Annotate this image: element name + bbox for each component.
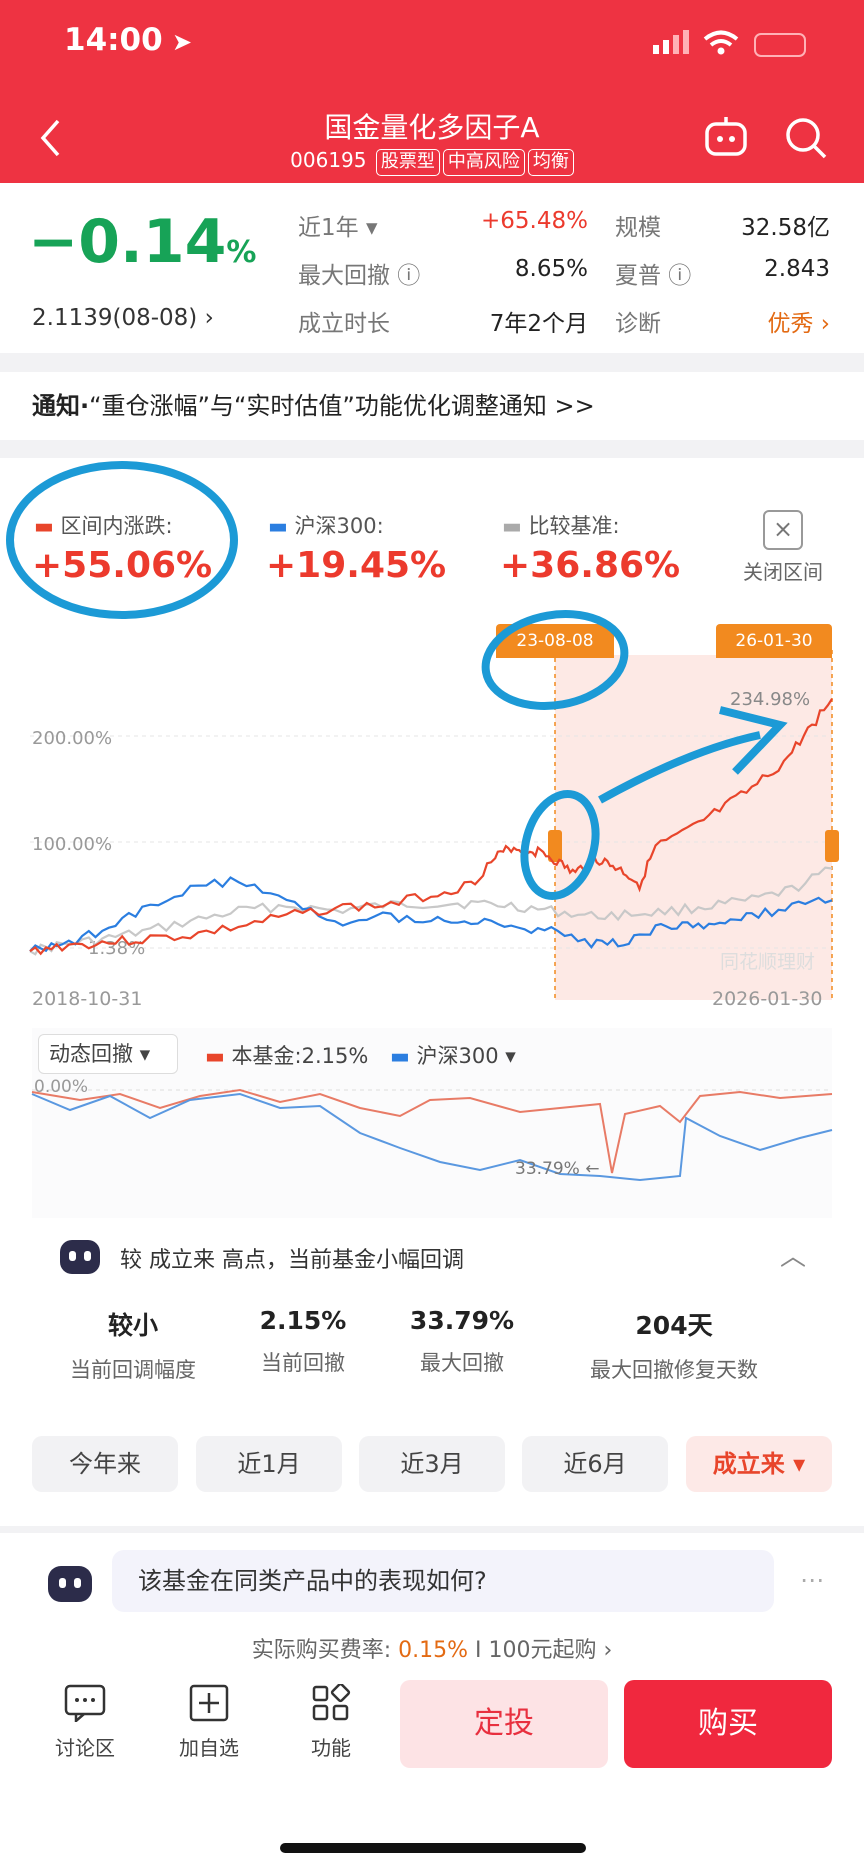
location-icon: ➤ [172, 28, 193, 56]
range-3m[interactable]: 近3月 [359, 1436, 505, 1492]
apps-icon [312, 1682, 351, 1721]
series-line-0 [29, 698, 833, 956]
drawdown-hs300-legend[interactable]: ▬ 沪深300 ▾ [390, 1044, 516, 1068]
sip-button[interactable]: 定投 [400, 1680, 608, 1768]
range-since-inception[interactable]: 成立来 ▾ [686, 1436, 832, 1492]
legend-bench-value: +36.86% [500, 545, 681, 586]
add-watchlist-button[interactable]: 加自选 [172, 1684, 246, 1761]
drawdown-fund-line [31, 1088, 833, 1174]
period-selector[interactable]: 近1年 ▾ [298, 215, 378, 241]
series-layer [29, 698, 833, 956]
performance-chart[interactable]: 200.00% 100.00% 1.38% 同花顺理财 234.98% [0, 620, 864, 1020]
scale-value: 32.58亿 [741, 215, 830, 241]
nav-value[interactable]: 2.1139(08-08) › [32, 305, 214, 331]
x-start-label: 2018-10-31 [32, 988, 143, 1010]
buy-button[interactable]: 购买 [624, 1680, 832, 1768]
annotation-circle-legend [6, 461, 238, 619]
annotation-marks [481, 610, 788, 900]
max-drawdown-label: 最大回撤 ⓘ [298, 263, 421, 289]
range-end-marker: 26-01-30 [716, 624, 832, 658]
daily-change: −0.14% [28, 207, 257, 277]
summary-panel: −0.14% 2.1139(08-08) › 近1年 ▾ +65.48% 规模 … [0, 183, 864, 353]
drawdown-chart[interactable]: 0.00% 33.79% ← [0, 1078, 864, 1208]
scale-label: 规模 [615, 215, 661, 241]
close-range-label: 关闭区间 [743, 560, 823, 584]
age-value: 7年2个月 [489, 311, 588, 337]
notice-text: “重仓涨幅”与“实时估值”功能优化调整通知 [89, 392, 547, 420]
home-indicator [280, 1843, 586, 1853]
robot-icon[interactable] [704, 116, 748, 158]
notice-bar[interactable]: 通知·“重仓涨幅”与“实时估值”功能优化调整通知 >> [0, 372, 864, 440]
notice-arrow: >> [554, 392, 595, 420]
ai-stats: 较小 当前回调幅度 2.15% 当前回撤 33.79% 最大回撤 204天 最大回撤修复… [40, 1306, 824, 1384]
tag-risk: 中高风险 [442, 149, 525, 176]
fund-title: 国金量化多因子A [324, 111, 540, 144]
x-end-label: 2026-01-30 [712, 988, 823, 1010]
notice-prefix: 通知· [32, 392, 90, 420]
ai-question-bubble[interactable]: 该基金在同类产品中的表现如何? [112, 1550, 774, 1612]
drawdown-max-label: 33.79% ← [515, 1159, 599, 1179]
max-drawdown-value: 8.65% [514, 256, 588, 282]
back-icon[interactable] [38, 118, 62, 158]
period-return: +65.48% [481, 208, 588, 234]
series-line-2 [29, 866, 833, 956]
legend-bench-label: ▬ 比较基准: [502, 514, 620, 538]
close-range-button[interactable]: × 关闭区间 [735, 510, 831, 585]
ai-question-avatar [48, 1566, 92, 1602]
ai-avatar [60, 1240, 100, 1274]
search-icon[interactable] [784, 116, 828, 160]
signal-icon [653, 30, 689, 54]
ai-analysis-card: 较 成立来 高点，当前基金小幅回调 ︿ 较小 当前回调幅度 2.15% 当前回撤 3… [40, 1220, 824, 1406]
range-1m[interactable]: 近1月 [196, 1436, 342, 1492]
diagnosis-label: 诊断 [615, 311, 661, 337]
y-tick-200: 200.00% [32, 728, 112, 749]
tag-type: 股票型 [375, 149, 440, 176]
wifi-icon [703, 30, 739, 55]
legend-hs300-label: ▬ 沪深300: [268, 514, 384, 538]
drawdown-zero-label: 0.00% [34, 1078, 88, 1097]
peak-label: 234.98% [730, 689, 810, 710]
stat-item: 2.15% 当前回撤 [259, 1306, 347, 1375]
stat-item: 较小 当前回调幅度 [70, 1311, 196, 1382]
functions-button[interactable]: 功能 [294, 1682, 368, 1761]
drawdown-fund-legend: ▬ 本基金:2.15% [205, 1044, 369, 1068]
age-label: 成立时长 [298, 311, 390, 337]
range-6m[interactable]: 近6月 [522, 1436, 668, 1492]
status-time: 14:00 [64, 22, 163, 58]
series-line-1 [29, 876, 833, 953]
battery-icon [754, 33, 806, 57]
collapse-icon[interactable]: ︿ [780, 1242, 807, 1272]
stat-item: 204天 最大回撤修复天数 [590, 1311, 758, 1382]
fund-code: 006195 [290, 148, 367, 172]
tag-style: 均衡 [527, 149, 574, 176]
chat-icon [64, 1684, 106, 1724]
ai-summary-text: 较 成立来 高点，当前基金小幅回调 [120, 1248, 464, 1273]
add-icon [189, 1684, 229, 1722]
stat-item: 33.79% 最大回撤 [409, 1306, 515, 1375]
sharpe-label: 夏普 ⓘ [615, 263, 692, 289]
y-tick-100: 100.00% [32, 834, 112, 855]
more-icon[interactable]: ⋯ [800, 1566, 824, 1594]
legend-fund-value: +55.06% [32, 545, 213, 586]
drawdown-selector[interactable]: 动态回撤 ▾ [38, 1034, 178, 1074]
range-ytd[interactable]: 今年来 [32, 1436, 178, 1492]
selected-range-shade [555, 655, 832, 1000]
discuss-button[interactable]: 讨论区 [48, 1684, 122, 1761]
watermark: 同花顺理财 [720, 951, 815, 973]
legend-hs300-value: +19.45% [266, 545, 447, 586]
range-start-handle[interactable] [548, 830, 562, 862]
legend-fund-label: ▬ 区间内涨跌: [34, 514, 173, 538]
fee-row[interactable]: 实际购买费率: 0.15% I 100元起购 › [251, 1638, 613, 1663]
drawdown-hs300-line [31, 1092, 833, 1182]
diagnosis-value[interactable]: 优秀 › [767, 311, 830, 337]
close-icon: × [763, 510, 803, 550]
fund-code-row: 006195 股票型 中高风险 均衡 [0, 148, 864, 176]
sharpe-value: 2.843 [764, 256, 830, 282]
range-end-handle[interactable] [825, 830, 839, 862]
app-header: 14:00 ➤ 国金量化多因子A 006195 股票型 中高风险 均衡 [0, 0, 864, 183]
